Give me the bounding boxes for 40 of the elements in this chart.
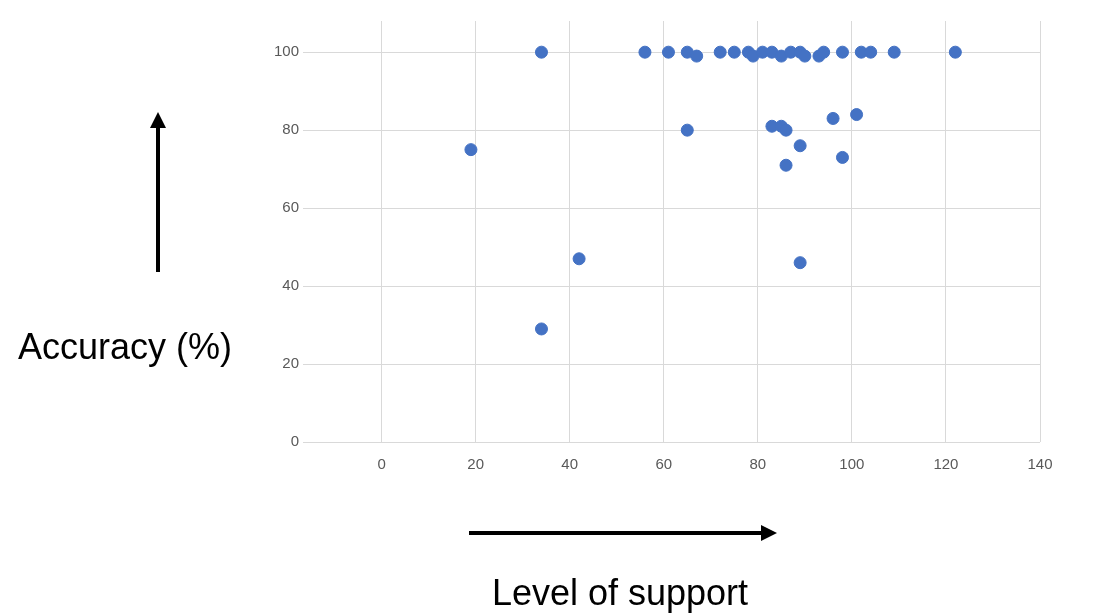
- point: [661, 45, 675, 59]
- x-tick-label: 80: [749, 455, 767, 473]
- x-tick-label: 120: [933, 455, 959, 473]
- point: [713, 45, 727, 59]
- y-tick-label: 100: [274, 42, 300, 60]
- x-axis-title: Level of support: [490, 572, 750, 614]
- x-tick-label: 140: [1027, 455, 1053, 473]
- point: [793, 256, 807, 270]
- point: [690, 49, 704, 63]
- x-tick-label: 20: [467, 455, 484, 473]
- x-tick-label: 100: [839, 455, 865, 473]
- point: [727, 45, 741, 59]
- point: [779, 158, 793, 172]
- y-tick-label: 60: [282, 198, 300, 216]
- y-tick-label: 0: [290, 432, 300, 450]
- point: [765, 45, 779, 59]
- point: [638, 45, 652, 59]
- point: [680, 123, 694, 137]
- point: [534, 45, 548, 59]
- y-axis-title: Accuracy (%): [18, 326, 233, 368]
- point: [835, 45, 849, 59]
- point: [572, 252, 586, 266]
- x-tick-label: 60: [655, 455, 673, 473]
- x-tick-label: 0: [377, 455, 386, 473]
- point: [948, 45, 962, 59]
- point: [826, 111, 840, 125]
- point: [835, 150, 849, 164]
- x-tick-label: 40: [561, 455, 579, 473]
- point: [850, 108, 864, 122]
- point: [798, 49, 812, 63]
- point: [779, 123, 793, 137]
- point: [864, 45, 878, 59]
- point: [534, 322, 548, 336]
- y-tick-label: 80: [282, 120, 300, 138]
- point: [817, 45, 831, 59]
- point: [793, 139, 807, 153]
- point: [887, 45, 901, 59]
- y-tick-label: 40: [282, 276, 300, 294]
- y-tick-label: 20: [282, 354, 300, 372]
- point: [464, 143, 478, 157]
